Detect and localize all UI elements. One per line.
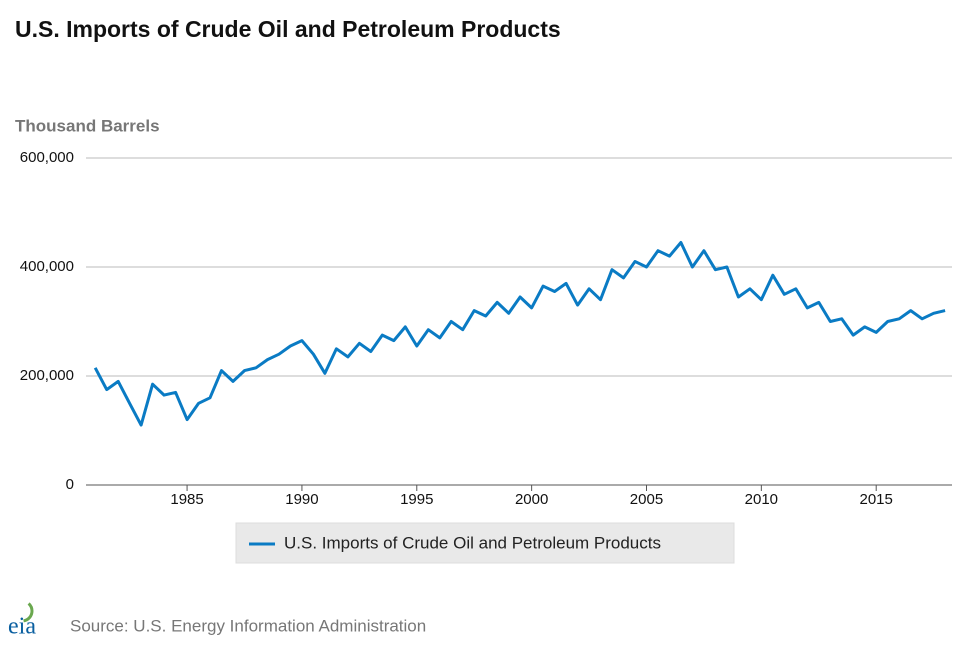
source-note: Source: U.S. Energy Information Administ… <box>70 616 426 635</box>
x-tick-label: 1995 <box>400 491 433 508</box>
logo: eia <box>8 614 36 640</box>
chart-title: U.S. Imports of Crude Oil and Petroleum … <box>15 16 561 42</box>
data-line <box>93 241 946 427</box>
x-tick-label: 2010 <box>745 491 778 508</box>
y-tick-label: 600,000 <box>20 149 74 166</box>
x-tick-label: 2000 <box>515 491 548 508</box>
x-tick-label: 2015 <box>860 491 893 508</box>
x-tick-label: 2005 <box>630 491 663 508</box>
y-axis-label: Thousand Barrels <box>15 116 160 135</box>
y-tick-label: 400,000 <box>20 258 74 275</box>
logo-arc <box>10 599 34 623</box>
x-tick-label: 1985 <box>170 491 203 508</box>
y-tick-label: 200,000 <box>20 367 74 384</box>
legend-box <box>235 522 735 564</box>
x-tick-label: 1990 <box>285 491 318 508</box>
y-tick-label: 0 <box>66 476 74 493</box>
legend-label: U.S. Imports of Crude Oil and Petroleum … <box>284 533 661 552</box>
